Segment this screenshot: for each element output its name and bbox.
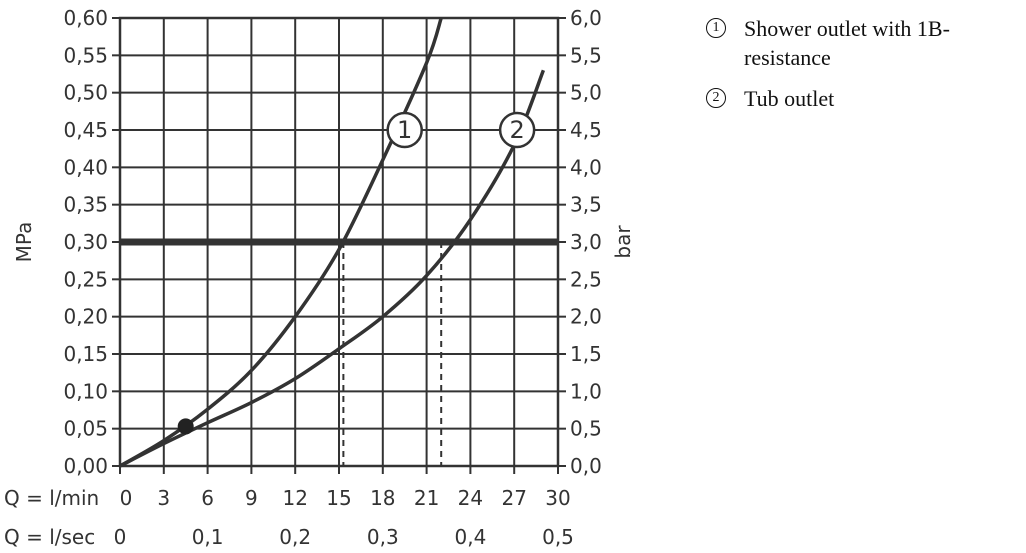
x-tick-label-row-1: 30 [545, 486, 570, 510]
flow-pressure-chart: 1 20,00 0,00,05 0,50,10 1,00,15 1,50,20 2,00,2… [4, 6, 635, 549]
x-tick-label-row-1: 3 [157, 486, 170, 510]
y-tick-label-left: 0,45 [63, 118, 108, 142]
y-tick-label-right: 2,5 [570, 267, 602, 291]
series-label-1: 1 [397, 116, 412, 144]
y-axis-title-right: bar [611, 225, 635, 259]
y-tick-label-left: 0,40 [63, 155, 108, 179]
y-tick-label-right: 3,5 [570, 193, 602, 217]
y-tick-label-right: 5,0 [570, 81, 602, 105]
y-tick-label-left: 0,30 [63, 230, 108, 254]
x-tick-label-row-2: 0,3 [367, 525, 399, 549]
x-tick-label-row-1: 27 [501, 486, 526, 510]
legend-num-2: 2 [706, 88, 726, 108]
x-tick-label-row-1: 0 [120, 486, 133, 510]
y-tick-label-left: 0,15 [63, 342, 108, 366]
y-tick-label-left: 0,50 [63, 81, 108, 105]
marker-point [177, 418, 194, 435]
x-axis-title-row-1: Q = l/min [4, 486, 99, 510]
x-tick-label-row-1: 18 [370, 486, 395, 510]
y-tick-label-right: 5,5 [570, 43, 602, 67]
x-tick-label-row-2: 0 [114, 525, 127, 549]
x-tick-label-row-1: 15 [326, 486, 351, 510]
series-label-2: 2 [509, 116, 524, 144]
x-tick-label-row-2: 0,5 [542, 525, 574, 549]
legend-item-1: 1 Shower outlet with 1B-resistance [706, 14, 1026, 72]
y-tick-label-right: 1,0 [570, 379, 602, 403]
legend-num-1: 1 [706, 18, 726, 38]
x-tick-label-row-2: 0,2 [279, 525, 311, 549]
x-tick-label-row-1: 21 [414, 486, 439, 510]
y-tick-label-right: 4,5 [570, 118, 602, 142]
y-tick-label-left: 0,05 [63, 417, 108, 441]
legend-item-2: 2 Tub outlet [706, 84, 1026, 113]
y-tick-label-left: 0,25 [63, 267, 108, 291]
x-tick-label-row-1: 6 [201, 486, 214, 510]
y-tick-label-right: 0,0 [570, 454, 602, 478]
x-tick-label-row-1: 9 [245, 486, 258, 510]
x-tick-label-row-2: 0,4 [454, 525, 486, 549]
y-axis-title-left: MPa [12, 222, 36, 263]
y-tick-label-right: 4,0 [570, 155, 602, 179]
y-tick-label-left: 0,20 [63, 305, 108, 329]
legend-text-1: Shower outlet with 1B-resistance [744, 16, 950, 70]
series-label-circle-2 [498, 111, 536, 149]
x-tick-label-row-1: 24 [458, 486, 483, 510]
y-tick-label-left: 0,10 [63, 379, 108, 403]
series-line-2 [119, 69, 546, 468]
chart-legend: 1 Shower outlet with 1B-resistance 2 Tub… [706, 14, 1026, 125]
series-label-circle-1 [386, 111, 423, 149]
y-tick-label-left: 0,35 [63, 193, 108, 217]
x-axis-title-row-2: Q = l/sec [4, 525, 95, 549]
y-tick-label-right: 3,0 [570, 230, 602, 254]
x-tick-label-row-2: 0,1 [192, 525, 224, 549]
y-tick-label-left: 0,55 [63, 43, 108, 67]
x-tick-label-row-1: 12 [282, 486, 307, 510]
y-tick-label-right: 6,0 [570, 6, 602, 30]
y-tick-label-left: 0,60 [63, 6, 108, 30]
y-tick-label-right: 0,5 [570, 417, 602, 441]
y-tick-label-right: 2,0 [570, 305, 602, 329]
legend-text-2: Tub outlet [744, 86, 835, 111]
y-tick-label-left: 0,00 [63, 454, 108, 478]
y-tick-label-right: 1,5 [570, 342, 602, 366]
